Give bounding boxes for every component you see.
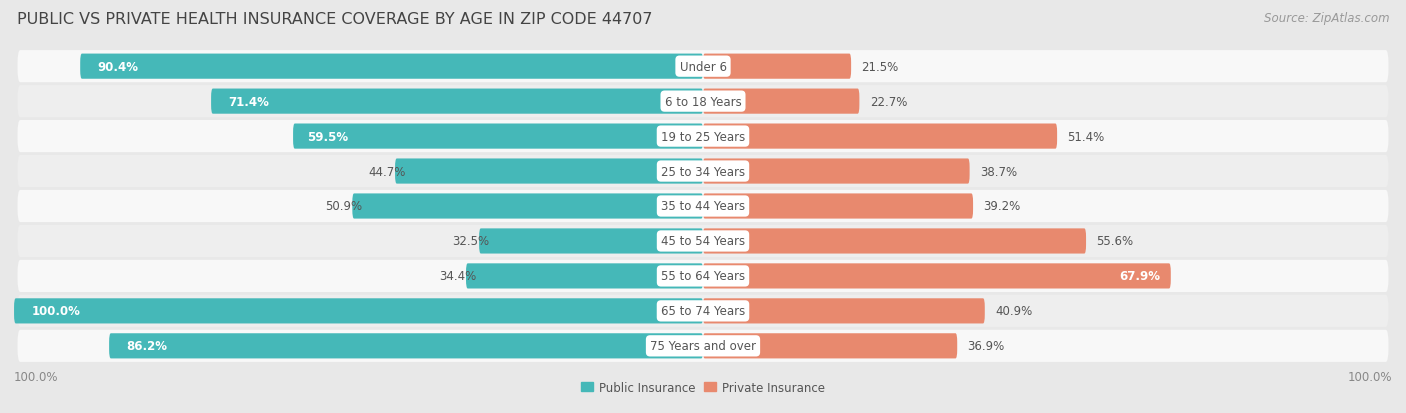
FancyBboxPatch shape bbox=[17, 121, 1389, 153]
Text: 25 to 34 Years: 25 to 34 Years bbox=[661, 165, 745, 178]
Text: 6 to 18 Years: 6 to 18 Years bbox=[665, 95, 741, 108]
FancyBboxPatch shape bbox=[17, 51, 1389, 83]
FancyBboxPatch shape bbox=[703, 333, 957, 358]
Text: 55 to 64 Years: 55 to 64 Years bbox=[661, 270, 745, 283]
FancyBboxPatch shape bbox=[703, 194, 973, 219]
Text: 22.7%: 22.7% bbox=[870, 95, 907, 108]
Text: Under 6: Under 6 bbox=[679, 61, 727, 74]
FancyBboxPatch shape bbox=[17, 225, 1389, 257]
FancyBboxPatch shape bbox=[703, 229, 1085, 254]
Text: Source: ZipAtlas.com: Source: ZipAtlas.com bbox=[1264, 12, 1389, 25]
FancyBboxPatch shape bbox=[17, 86, 1389, 118]
FancyBboxPatch shape bbox=[703, 263, 1171, 289]
FancyBboxPatch shape bbox=[17, 295, 1389, 327]
FancyBboxPatch shape bbox=[17, 260, 1389, 292]
Text: 39.2%: 39.2% bbox=[983, 200, 1021, 213]
FancyBboxPatch shape bbox=[14, 299, 703, 324]
FancyBboxPatch shape bbox=[703, 159, 970, 184]
Legend: Public Insurance, Private Insurance: Public Insurance, Private Insurance bbox=[576, 376, 830, 399]
Text: 51.4%: 51.4% bbox=[1067, 130, 1105, 143]
Text: 100.0%: 100.0% bbox=[31, 305, 80, 318]
FancyBboxPatch shape bbox=[17, 190, 1389, 223]
FancyBboxPatch shape bbox=[479, 229, 703, 254]
FancyBboxPatch shape bbox=[80, 55, 703, 80]
FancyBboxPatch shape bbox=[292, 124, 703, 150]
FancyBboxPatch shape bbox=[703, 299, 984, 324]
FancyBboxPatch shape bbox=[703, 55, 851, 80]
Text: 45 to 54 Years: 45 to 54 Years bbox=[661, 235, 745, 248]
FancyBboxPatch shape bbox=[211, 89, 703, 114]
FancyBboxPatch shape bbox=[353, 194, 703, 219]
Text: 19 to 25 Years: 19 to 25 Years bbox=[661, 130, 745, 143]
Text: 100.0%: 100.0% bbox=[14, 370, 59, 383]
FancyBboxPatch shape bbox=[465, 263, 703, 289]
Text: 59.5%: 59.5% bbox=[307, 130, 347, 143]
Text: 65 to 74 Years: 65 to 74 Years bbox=[661, 305, 745, 318]
Text: 40.9%: 40.9% bbox=[995, 305, 1032, 318]
Text: 71.4%: 71.4% bbox=[228, 95, 269, 108]
Text: 86.2%: 86.2% bbox=[127, 339, 167, 352]
Text: 34.4%: 34.4% bbox=[439, 270, 477, 283]
FancyBboxPatch shape bbox=[395, 159, 703, 184]
FancyBboxPatch shape bbox=[110, 333, 703, 358]
Text: 67.9%: 67.9% bbox=[1119, 270, 1160, 283]
FancyBboxPatch shape bbox=[17, 330, 1389, 362]
Text: 35 to 44 Years: 35 to 44 Years bbox=[661, 200, 745, 213]
FancyBboxPatch shape bbox=[703, 124, 1057, 150]
Text: 100.0%: 100.0% bbox=[1347, 370, 1392, 383]
Text: 50.9%: 50.9% bbox=[326, 200, 363, 213]
Text: PUBLIC VS PRIVATE HEALTH INSURANCE COVERAGE BY AGE IN ZIP CODE 44707: PUBLIC VS PRIVATE HEALTH INSURANCE COVER… bbox=[17, 12, 652, 27]
Text: 36.9%: 36.9% bbox=[967, 339, 1005, 352]
Text: 21.5%: 21.5% bbox=[862, 61, 898, 74]
Text: 90.4%: 90.4% bbox=[97, 61, 138, 74]
Text: 75 Years and over: 75 Years and over bbox=[650, 339, 756, 352]
Text: 55.6%: 55.6% bbox=[1097, 235, 1133, 248]
FancyBboxPatch shape bbox=[17, 156, 1389, 188]
FancyBboxPatch shape bbox=[703, 89, 859, 114]
Text: 38.7%: 38.7% bbox=[980, 165, 1017, 178]
Text: 44.7%: 44.7% bbox=[368, 165, 405, 178]
Text: 32.5%: 32.5% bbox=[453, 235, 489, 248]
